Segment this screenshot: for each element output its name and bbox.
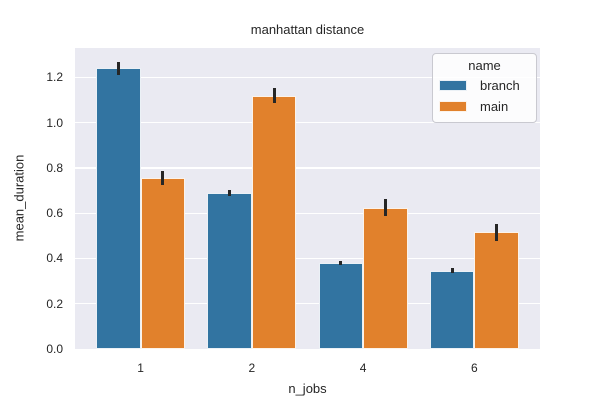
errorbar-main-4: [383, 199, 387, 216]
legend-label-main: main: [480, 99, 509, 114]
gridline-y-0.2: [75, 303, 540, 305]
bar-main-1: [140, 178, 186, 349]
gridline-y-1.0: [75, 121, 540, 124]
errorbar-main-2: [272, 88, 276, 103]
y-tick-label-0.0: 0.0: [46, 342, 63, 356]
bar-main-6: [474, 232, 519, 349]
y-tick-label-0.8: 0.8: [46, 160, 63, 175]
legend-title: name: [468, 58, 501, 73]
x-tick-label-6: 6: [471, 361, 478, 375]
gridline-y-0.4: [75, 257, 540, 260]
bar-branch-4: [318, 263, 364, 349]
x-tick-label-1: 1: [137, 361, 144, 375]
bar-main-2: [251, 95, 297, 349]
chart-title: manhattan distance: [250, 22, 365, 37]
x-axis-label: n_jobs: [288, 381, 327, 396]
gridline-y-0.8: [75, 167, 540, 169]
gridline-y-0.6: [75, 212, 540, 214]
errorbar-branch-1: [116, 61, 120, 76]
y-tick-label-1.2: 1.2: [46, 70, 63, 85]
x-tick-label-2: 2: [248, 361, 256, 375]
legend-swatch-main: [439, 101, 467, 112]
bar-branch-1: [96, 68, 141, 349]
x-tick-label-4: 4: [359, 361, 367, 375]
legend: name branch main: [432, 53, 537, 123]
bar-main-4: [363, 207, 408, 349]
errorbar-branch-4: [339, 261, 343, 265]
bar-branch-2: [207, 192, 252, 349]
y-tick-label-0.2: 0.2: [46, 296, 63, 311]
legend-entries: branch main: [439, 75, 530, 117]
gridline-y-1.2: [75, 76, 540, 79]
errorbar-branch-2: [228, 190, 232, 196]
legend-swatch-branch: [439, 80, 467, 91]
bar-branch-6: [429, 270, 475, 349]
errorbar-main-6: [495, 224, 499, 241]
y-tick-label-1.0: 1.0: [46, 115, 63, 130]
y-tick-label-0.4: 0.4: [46, 251, 63, 266]
legend-label-branch: branch: [480, 78, 520, 93]
y-tick-label-0.6: 0.6: [46, 206, 63, 221]
errorbar-branch-6: [450, 268, 454, 274]
legend-entry-main: main: [439, 96, 530, 117]
errorbar-main-1: [161, 171, 165, 185]
legend-entry-branch: branch: [439, 75, 530, 96]
